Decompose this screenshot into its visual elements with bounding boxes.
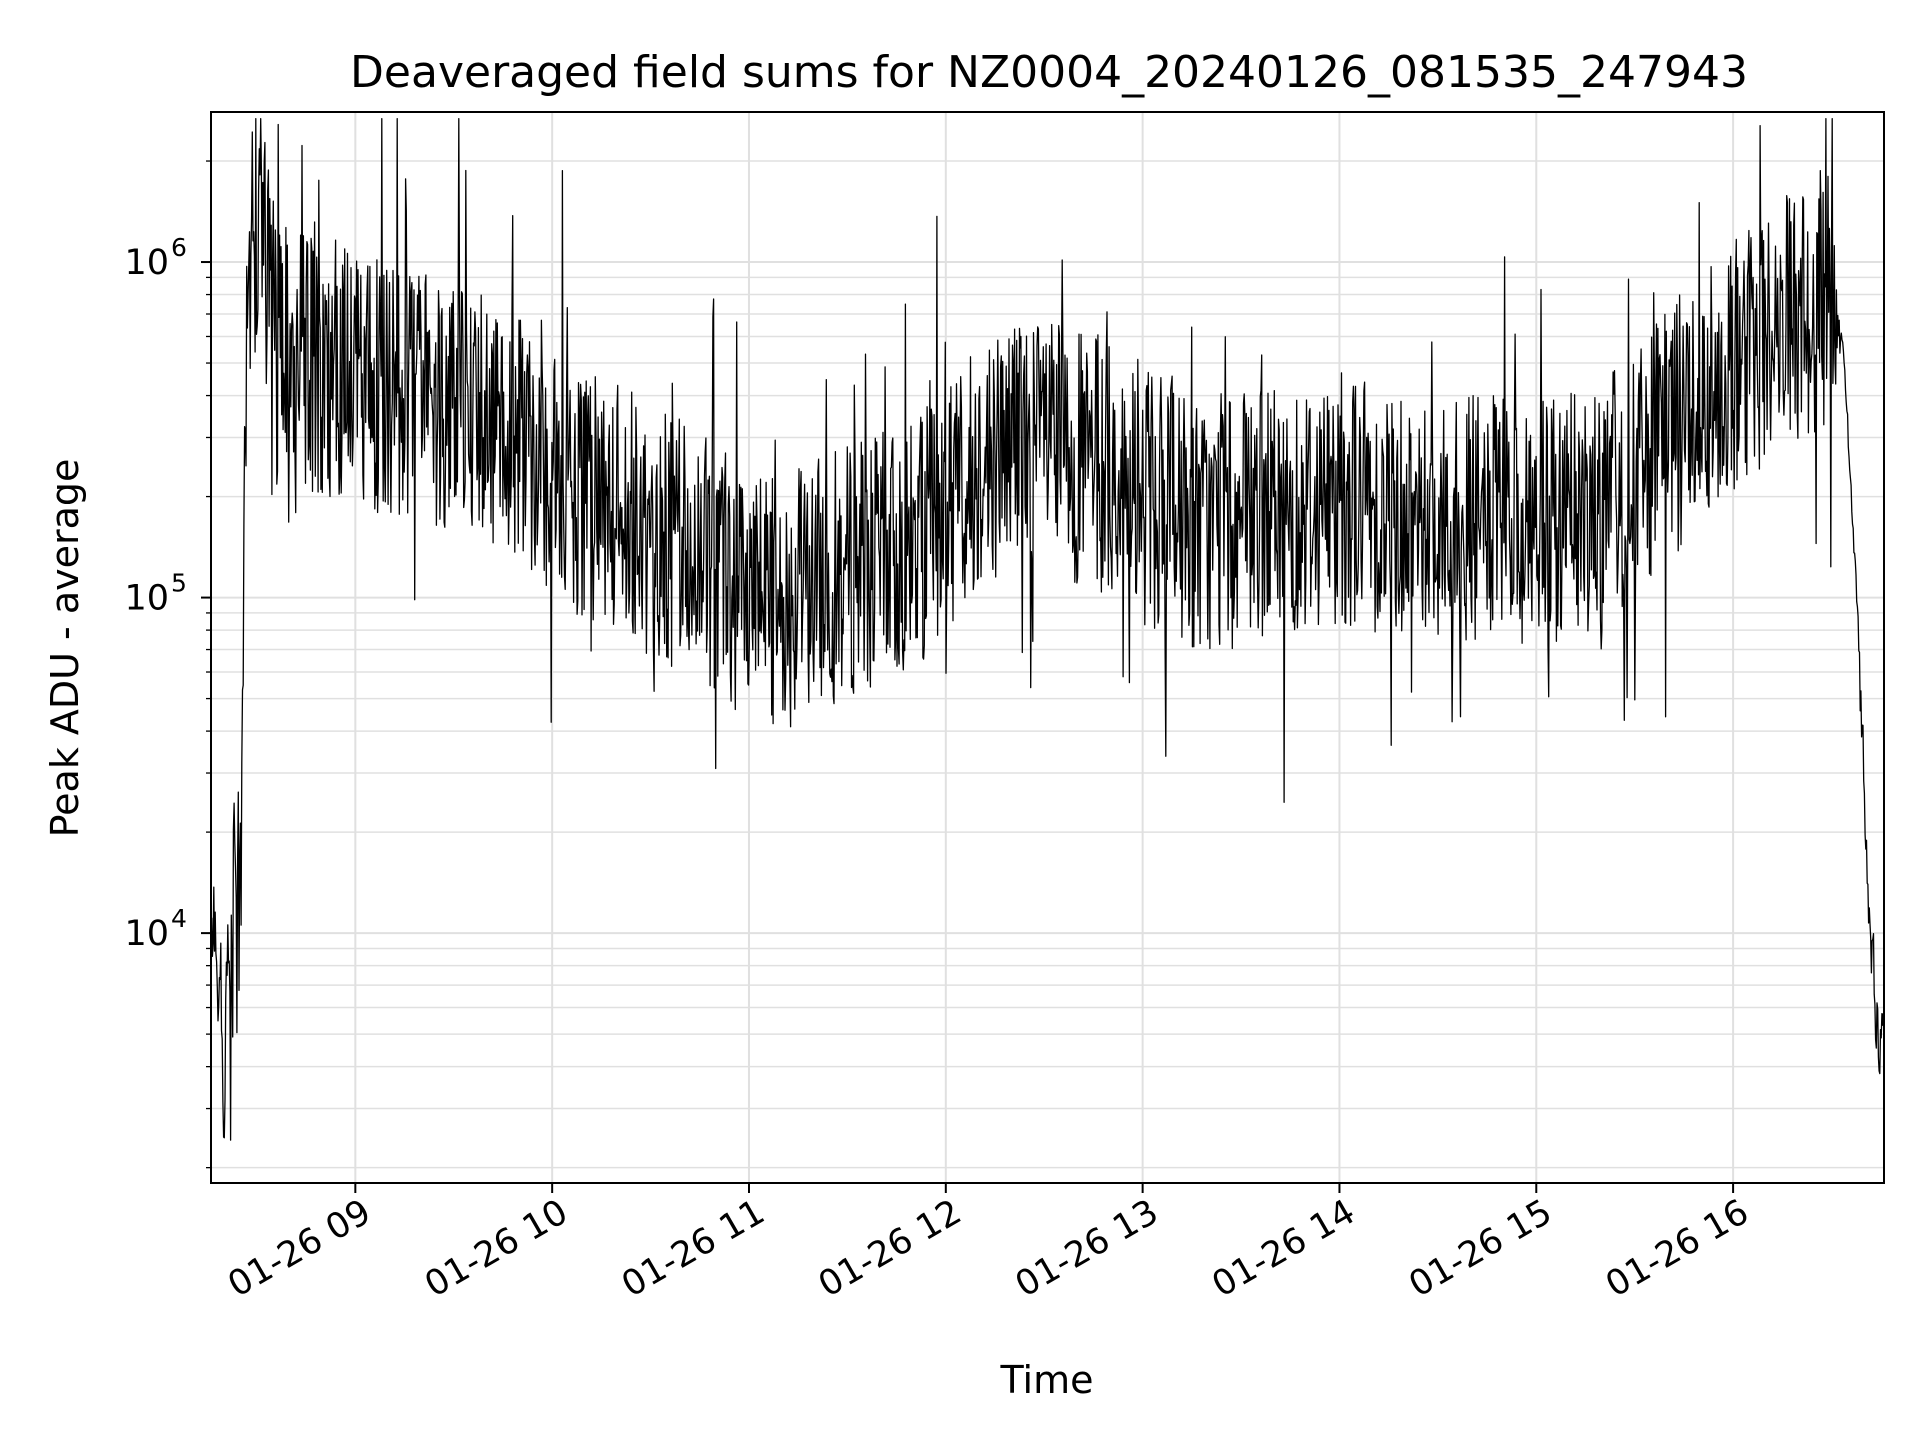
y-tick-label-exponent: 6 bbox=[171, 233, 187, 262]
y-tick-label-exponent: 5 bbox=[171, 569, 187, 598]
chart-title: Deaveraged field sums for NZ0004_2024012… bbox=[350, 47, 1748, 98]
data-series-line bbox=[210, 118, 1884, 1141]
plot-frame bbox=[210, 111, 1885, 1184]
plot-area bbox=[210, 118, 1884, 1141]
y-tick-label: 10 bbox=[124, 914, 169, 954]
y-tick-label-exponent: 4 bbox=[171, 904, 187, 933]
y-axis-label: Peak ADU - average bbox=[43, 459, 87, 838]
y-tick-label: 10 bbox=[124, 579, 169, 619]
y-tick-label: 10 bbox=[124, 243, 169, 283]
x-axis-label: Time bbox=[1000, 1358, 1094, 1402]
